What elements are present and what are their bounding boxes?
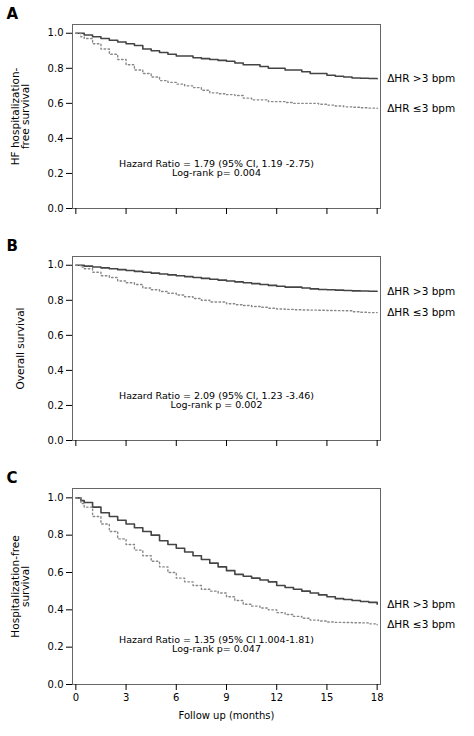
svg-text:1.0: 1.0 [48,492,64,503]
svg-text:Hazard Ratio = 2.09 (95% CI, 1: Hazard Ratio = 2.09 (95% CI, 1.23 -3.46)… [119,390,314,411]
svg-text:0.6: 0.6 [48,98,64,109]
svg-text:Hospitalization-freesurvival: Hospitalization-freesurvival [9,535,32,637]
svg-text:Follow up (months): Follow up (months) [179,710,275,721]
svg-text:0.8: 0.8 [48,529,64,540]
svg-text:15: 15 [321,692,334,703]
svg-text:ΔHR ≤3 bpm: ΔHR ≤3 bpm [387,306,455,318]
svg-text:0.8: 0.8 [48,295,64,306]
svg-text:ΔHR >3 bpm: ΔHR >3 bpm [387,598,455,610]
svg-text:B: B [7,237,18,255]
svg-text:3: 3 [123,692,129,703]
svg-text:0.2: 0.2 [48,641,64,652]
svg-text:HF hospitalization-free surviv: HF hospitalization-free survival [9,67,32,165]
svg-text:0.6: 0.6 [48,567,64,578]
svg-text:0.2: 0.2 [48,168,64,179]
svg-text:Hazard Ratio = 1.79 (95% CI, 1: Hazard Ratio = 1.79 (95% CI, 1.19 -2.75)… [119,158,314,179]
svg-text:18: 18 [371,692,384,703]
svg-text:6: 6 [173,692,179,703]
svg-text:12: 12 [270,692,283,703]
svg-text:0.0: 0.0 [48,435,64,446]
svg-text:C: C [7,469,18,487]
svg-text:0: 0 [73,692,79,703]
svg-text:0.4: 0.4 [48,133,64,144]
svg-text:Overall survival: Overall survival [14,307,26,389]
svg-text:0.2: 0.2 [48,400,64,411]
svg-text:0.4: 0.4 [48,604,64,615]
svg-text:0.4: 0.4 [48,365,64,376]
svg-text:0.6: 0.6 [48,330,64,341]
svg-text:1.0: 1.0 [48,27,64,38]
svg-text:ΔHR >3 bpm: ΔHR >3 bpm [387,72,455,84]
svg-text:ΔHR ≤3 bpm: ΔHR ≤3 bpm [387,618,455,630]
svg-text:1.0: 1.0 [48,259,64,270]
svg-text:ΔHR ≤3 bpm: ΔHR ≤3 bpm [387,102,455,114]
svg-text:ΔHR >3 bpm: ΔHR >3 bpm [387,285,455,297]
svg-text:A: A [7,5,19,23]
svg-text:0.8: 0.8 [48,63,64,74]
svg-text:9: 9 [223,692,229,703]
svg-text:Hazard Ratio = 1.35 (95% CI 1.: Hazard Ratio = 1.35 (95% CI 1.004-1.81)L… [119,634,314,655]
svg-text:0.0: 0.0 [48,203,64,214]
svg-text:0.0: 0.0 [48,679,64,690]
